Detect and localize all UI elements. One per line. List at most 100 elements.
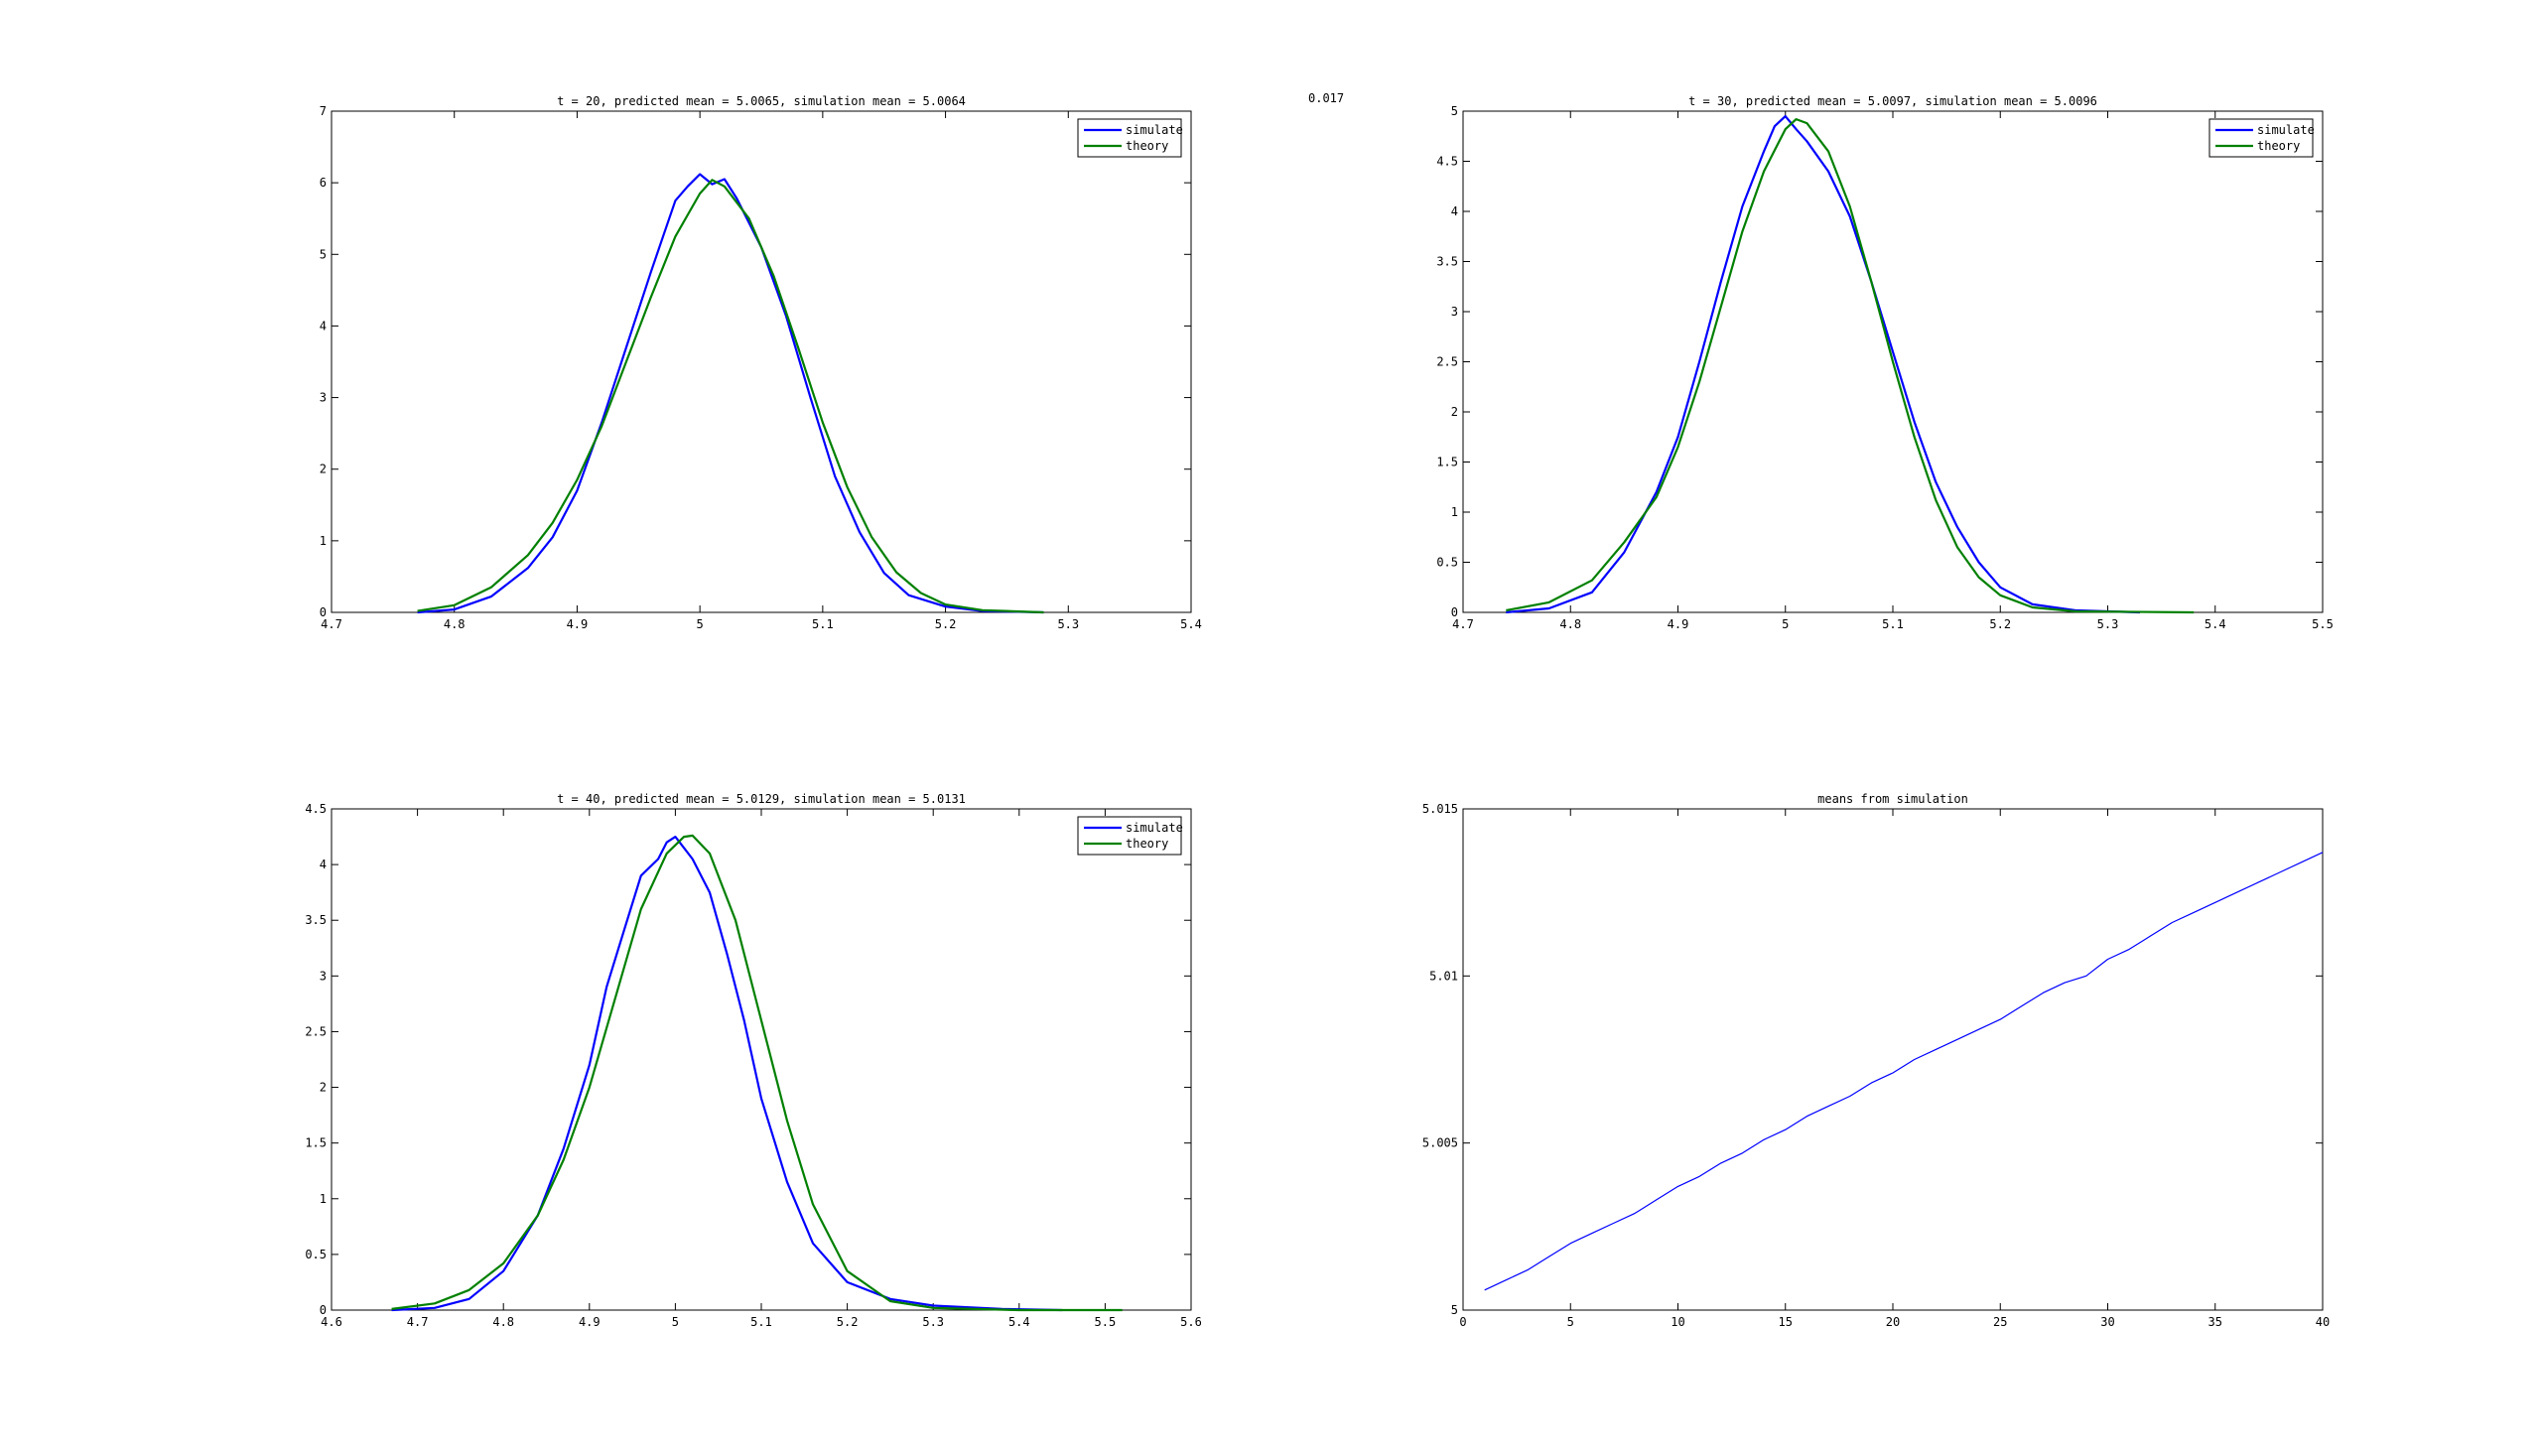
axes-box bbox=[1462, 808, 2324, 1311]
x-tick-label: 4.9 bbox=[567, 617, 589, 631]
y-tick-label: 3.5 bbox=[305, 913, 327, 927]
subplot-3: 4.6 4.7 4.8 4.9 5 5.1 5.2 5.3 5.4 5.5 5.6 0 0.5 1 1.5 2… bbox=[305, 792, 1202, 1329]
x-tick-label: 4.7 bbox=[321, 617, 342, 631]
axes-box bbox=[331, 808, 1192, 1311]
y-tick-label: 1 bbox=[1451, 505, 1458, 519]
x-tick-label: 5 bbox=[1567, 1315, 1574, 1329]
legend: simulate theory bbox=[1077, 118, 1183, 158]
x-tick-label: 5.5 bbox=[2312, 617, 2334, 631]
legend-label-theory: theory bbox=[1126, 139, 1168, 153]
x-tick-label: 5.3 bbox=[1057, 617, 1079, 631]
y-tick-label: 2 bbox=[320, 1081, 327, 1095]
y-tick-label: 2 bbox=[1451, 405, 1458, 419]
x-tick-label: 40 bbox=[2316, 1315, 2330, 1329]
x-tick-label: 4.6 bbox=[321, 1315, 342, 1329]
y-tick-label: 4.5 bbox=[305, 802, 327, 816]
series-line-simulate bbox=[391, 835, 1063, 1312]
legend-box bbox=[2208, 118, 2314, 158]
x-tick-label: 35 bbox=[2208, 1315, 2222, 1329]
stray-value-label: 0.017 bbox=[1308, 91, 1345, 105]
legend-label-simulate: simulate bbox=[1126, 123, 1183, 137]
y-tick-label: 2 bbox=[320, 463, 327, 476]
x-tick-label: 5.3 bbox=[922, 1315, 944, 1329]
x-tick-label: 15 bbox=[1779, 1315, 1793, 1329]
x-tick-label: 5.3 bbox=[2097, 617, 2119, 631]
subplot-title: t = 40, predicted mean = 5.0129, simulat… bbox=[557, 792, 966, 806]
y-tick-label: 2.5 bbox=[1436, 355, 1458, 369]
legend: simulate theory bbox=[1077, 816, 1183, 856]
y-tick-label: 5.015 bbox=[1422, 802, 1458, 816]
series-line-theory bbox=[391, 834, 1123, 1312]
y-tick-label: 0.5 bbox=[305, 1248, 327, 1261]
subplot-title: means from simulation bbox=[1817, 792, 1968, 806]
x-tick-label: 5.4 bbox=[1180, 617, 1202, 631]
y-tick-label: 4.5 bbox=[1436, 155, 1458, 169]
y-tick-label: 4 bbox=[1451, 204, 1458, 218]
x-tick-label: 4.8 bbox=[444, 617, 466, 631]
legend-label-simulate: simulate bbox=[2257, 123, 2315, 137]
x-tick-label: 5 bbox=[672, 1315, 679, 1329]
x-tick-label: 5.1 bbox=[1882, 617, 1904, 631]
subplot-title: t = 30, predicted mean = 5.0097, simulat… bbox=[1688, 94, 2097, 108]
x-tick-label: 5.1 bbox=[812, 617, 834, 631]
subplot-2: 4.7 4.8 4.9 5 5.1 5.2 5.3 5.4 5.5 0 0.5 1 1.5 2 2.5 3 3.… bbox=[1436, 94, 2334, 631]
y-tick-label: 0.5 bbox=[1436, 556, 1458, 570]
y-tick-label: 5 bbox=[1451, 1303, 1458, 1317]
legend-label-simulate: simulate bbox=[1126, 821, 1183, 835]
y-tick-label: 5.01 bbox=[1429, 969, 1458, 983]
x-tick-label: 4.7 bbox=[407, 1315, 429, 1329]
subplot-title: t = 20, predicted mean = 5.0065, simulat… bbox=[557, 94, 966, 108]
y-tick-label: 0 bbox=[1451, 605, 1458, 619]
legend-box bbox=[1077, 816, 1182, 856]
y-tick-label: 6 bbox=[320, 176, 327, 190]
y-tick-label: 2.5 bbox=[305, 1024, 327, 1038]
legend-label-theory: theory bbox=[2257, 139, 2300, 153]
y-tick-label: 5 bbox=[320, 247, 327, 261]
x-tick-label: 5.6 bbox=[1180, 1315, 1202, 1329]
x-tick-label: 5.2 bbox=[935, 617, 957, 631]
y-tick-label: 5.005 bbox=[1422, 1136, 1458, 1150]
series-line-means bbox=[1484, 852, 2324, 1291]
x-tick-label: 10 bbox=[1671, 1315, 1684, 1329]
y-tick-label: 1 bbox=[320, 1192, 327, 1206]
x-tick-label: 4.9 bbox=[1668, 617, 1689, 631]
y-tick-label: 4 bbox=[320, 858, 327, 871]
x-tick-label: 5.2 bbox=[1989, 617, 2011, 631]
y-tick-label: 1 bbox=[320, 534, 327, 548]
x-tick-label: 5.2 bbox=[837, 1315, 859, 1329]
y-tick-label: 1.5 bbox=[305, 1136, 327, 1150]
x-tick-label: 25 bbox=[1993, 1315, 2007, 1329]
x-tick-label: 4.8 bbox=[492, 1315, 514, 1329]
x-tick-label: 4.9 bbox=[579, 1315, 601, 1329]
x-tick-label: 0 bbox=[1459, 1315, 1466, 1329]
series-line-theory bbox=[417, 179, 1044, 614]
x-tick-label: 5 bbox=[697, 617, 704, 631]
y-tick-label: 5 bbox=[1451, 104, 1458, 118]
y-tick-label: 3 bbox=[320, 391, 327, 405]
y-tick-label: 1.5 bbox=[1436, 456, 1458, 469]
x-tick-label: 4.7 bbox=[1452, 617, 1474, 631]
y-tick-label: 3.5 bbox=[1436, 255, 1458, 269]
x-tick-label: 30 bbox=[2100, 1315, 2114, 1329]
y-tick-label: 7 bbox=[320, 104, 327, 118]
y-tick-label: 4 bbox=[320, 319, 327, 332]
legend-box bbox=[1077, 118, 1182, 158]
x-tick-label: 20 bbox=[1886, 1315, 1900, 1329]
y-tick-label: 3 bbox=[1451, 305, 1458, 319]
x-tick-label: 5.5 bbox=[1095, 1315, 1117, 1329]
series-line-theory bbox=[1506, 117, 2195, 614]
x-tick-label: 4.8 bbox=[1559, 617, 1581, 631]
y-tick-label: 3 bbox=[320, 969, 327, 983]
legend: simulate theory bbox=[2208, 118, 2315, 158]
x-tick-label: 5.1 bbox=[750, 1315, 772, 1329]
x-tick-label: 5.4 bbox=[1008, 1315, 1030, 1329]
series-line-simulate bbox=[417, 173, 1044, 614]
legend-label-theory: theory bbox=[1126, 837, 1168, 851]
x-tick-label: 5 bbox=[1782, 617, 1789, 631]
subplot-1: 4.7 4.8 4.9 5 5.1 5.2 5.3 5.4 0 1 2 3 4 5 6 7 t = 20, pr… bbox=[320, 94, 1202, 631]
y-tick-label: 0 bbox=[320, 605, 327, 619]
series-line-simulate bbox=[1506, 114, 2141, 614]
x-tick-label: 5.4 bbox=[2205, 617, 2226, 631]
